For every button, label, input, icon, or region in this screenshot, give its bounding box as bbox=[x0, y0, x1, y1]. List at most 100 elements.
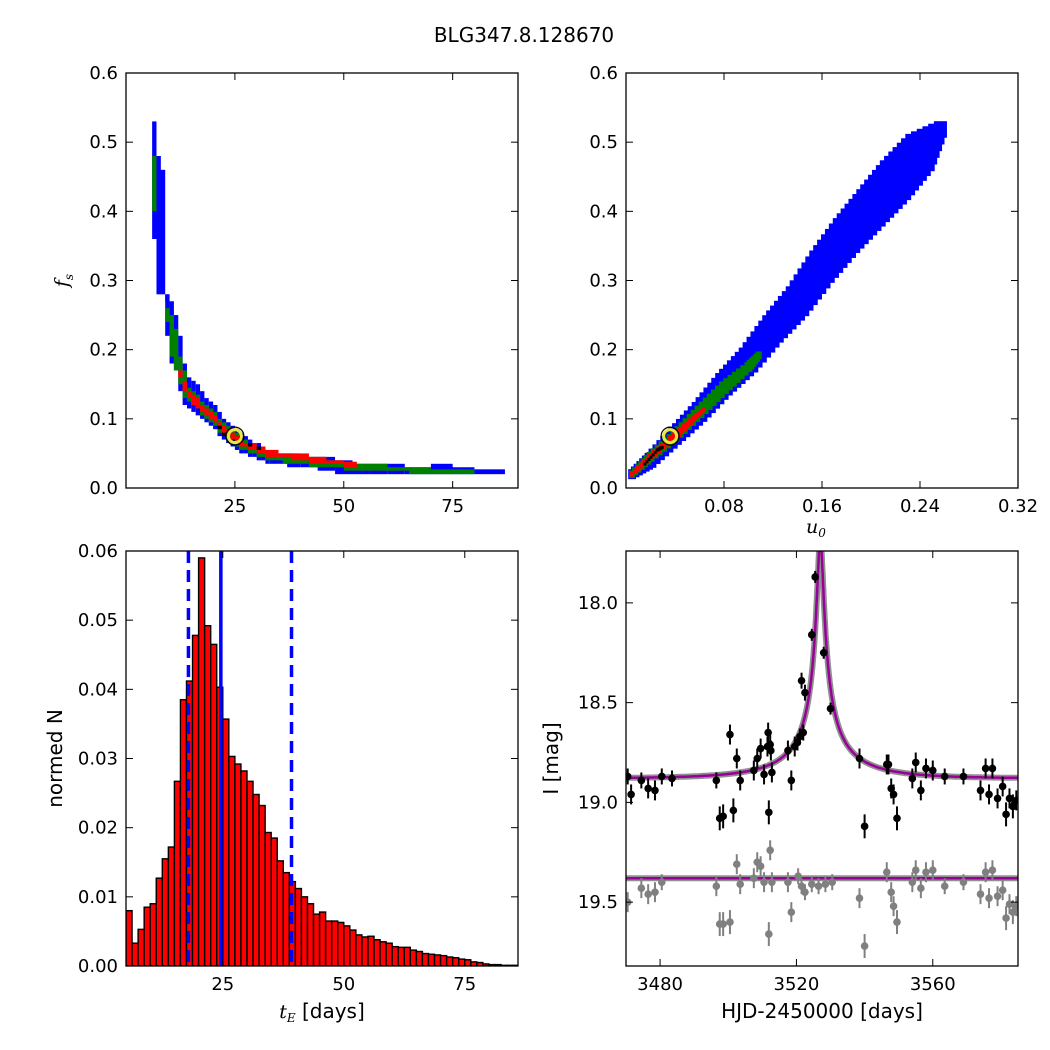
data-point bbox=[985, 790, 993, 799]
plot-area bbox=[626, 551, 1018, 959]
y-tick-label: 0.01 bbox=[78, 887, 118, 908]
data-point bbox=[794, 872, 802, 881]
heatmap-cell-inner bbox=[243, 443, 248, 447]
data-point bbox=[626, 772, 632, 781]
data-point bbox=[988, 866, 997, 875]
histogram-bar bbox=[228, 755, 236, 966]
data-point bbox=[768, 768, 776, 777]
data-point bbox=[768, 878, 776, 887]
histogram-bar bbox=[137, 928, 145, 966]
best-fit-marker bbox=[226, 428, 243, 445]
data-point bbox=[981, 868, 990, 877]
y-axis-label: normed N bbox=[43, 709, 67, 808]
heatmap-cell-inner bbox=[208, 411, 214, 419]
heatmap-cell-best bbox=[649, 455, 653, 459]
histogram-bar bbox=[264, 831, 272, 966]
x-tick-label: 0.24 bbox=[900, 496, 940, 517]
heatmap-cell-inner bbox=[178, 370, 183, 378]
histogram-bar bbox=[349, 929, 357, 966]
data-point bbox=[940, 772, 949, 781]
y-tick-label: 0.4 bbox=[89, 201, 118, 222]
panel-fs-vs-tE: 25 50 75 0.0 0.1 0.2 0.3 0.4 0.5 0.6 fs bbox=[51, 63, 519, 517]
y-tick-label: 0.3 bbox=[589, 271, 618, 292]
histogram-bar bbox=[312, 913, 321, 966]
data-point bbox=[627, 790, 635, 799]
heatmap-cell-middle bbox=[282, 453, 292, 464]
histogram-bar bbox=[464, 959, 472, 966]
histogram-bar bbox=[409, 949, 418, 966]
y-tick-label: 0.0 bbox=[89, 478, 118, 499]
data-point bbox=[917, 786, 925, 795]
heatmap-cell-inner bbox=[630, 471, 635, 477]
data-point bbox=[797, 882, 806, 890]
data-point bbox=[651, 888, 659, 896]
histogram-bar bbox=[234, 763, 242, 966]
histogram-bar bbox=[391, 945, 399, 966]
data-point bbox=[764, 728, 772, 737]
heatmap-cell-inner bbox=[213, 415, 218, 423]
data-point bbox=[940, 882, 949, 890]
data-point bbox=[860, 942, 869, 950]
data-point bbox=[811, 573, 819, 581]
data-point bbox=[719, 812, 727, 821]
plot-area bbox=[628, 121, 947, 480]
x-tick-label: 3560 bbox=[910, 974, 956, 995]
axes-frame bbox=[625, 550, 1019, 967]
data-point bbox=[753, 754, 762, 763]
y-tick-label: 18.5 bbox=[578, 693, 618, 714]
y-tick-label: 0.5 bbox=[589, 132, 618, 153]
heatmap-cell-inner bbox=[234, 436, 240, 444]
heatmap-cell-inner bbox=[308, 456, 327, 464]
data-point bbox=[657, 772, 666, 781]
data-point bbox=[719, 920, 727, 928]
heatmap-cell-inner bbox=[636, 465, 641, 472]
y-tick-label: 19.0 bbox=[578, 792, 618, 813]
histogram-bar bbox=[343, 925, 351, 966]
panel-tE-histogram: 25 50 75 0.00 0.01 0.02 0.03 0.04 0.05 0.06 normed… bbox=[43, 541, 519, 1025]
best-fit-outline bbox=[660, 426, 680, 446]
heatmap-cell-middle bbox=[430, 469, 475, 475]
heatmap-cell-outer bbox=[933, 121, 947, 138]
y-tick-label: 0.06 bbox=[78, 541, 118, 562]
histogram-bar bbox=[451, 957, 460, 966]
x-tick-label: 75 bbox=[441, 496, 464, 517]
plot-area bbox=[152, 121, 505, 475]
histogram-bar bbox=[191, 634, 200, 966]
histogram-bar bbox=[337, 921, 345, 966]
histogram-bar bbox=[126, 909, 133, 966]
histogram-bar bbox=[385, 942, 393, 966]
data-point bbox=[893, 918, 901, 926]
y-tick-label: 0.02 bbox=[78, 818, 118, 839]
data-point bbox=[736, 776, 744, 785]
histogram-bar bbox=[143, 906, 151, 966]
histogram-bar bbox=[415, 950, 424, 966]
heatmap-cell-best bbox=[647, 457, 651, 461]
y-tick-label: 0.03 bbox=[78, 749, 118, 770]
histogram-bar bbox=[403, 946, 412, 966]
data-point bbox=[908, 774, 917, 783]
heatmap-cell-inner bbox=[633, 468, 638, 474]
x-tick-label: 3480 bbox=[637, 974, 683, 995]
heatmap-cell-best bbox=[651, 453, 655, 457]
data-point bbox=[657, 878, 666, 887]
data-point bbox=[922, 868, 930, 877]
histogram-bar bbox=[258, 804, 266, 966]
data-point bbox=[1002, 810, 1010, 819]
y-tick-label: 0.3 bbox=[89, 271, 118, 292]
heatmap-cell-middle bbox=[152, 156, 157, 212]
y-tick-label: 0.2 bbox=[589, 340, 618, 361]
heatmap-cell-inner bbox=[695, 412, 700, 419]
histogram-bar bbox=[149, 903, 157, 966]
data-point bbox=[726, 918, 734, 926]
heatmap-cell-inner bbox=[678, 426, 684, 434]
data-point bbox=[736, 880, 744, 888]
axes-frame bbox=[125, 72, 519, 489]
data-point bbox=[819, 648, 828, 657]
heatmap-cell-inner bbox=[681, 424, 687, 431]
data-point bbox=[1009, 802, 1017, 811]
y-tick-label: 0.5 bbox=[89, 132, 118, 153]
histogram-bar bbox=[300, 896, 309, 966]
data-point bbox=[821, 880, 830, 888]
data-point bbox=[988, 764, 997, 773]
data-point bbox=[807, 880, 816, 888]
